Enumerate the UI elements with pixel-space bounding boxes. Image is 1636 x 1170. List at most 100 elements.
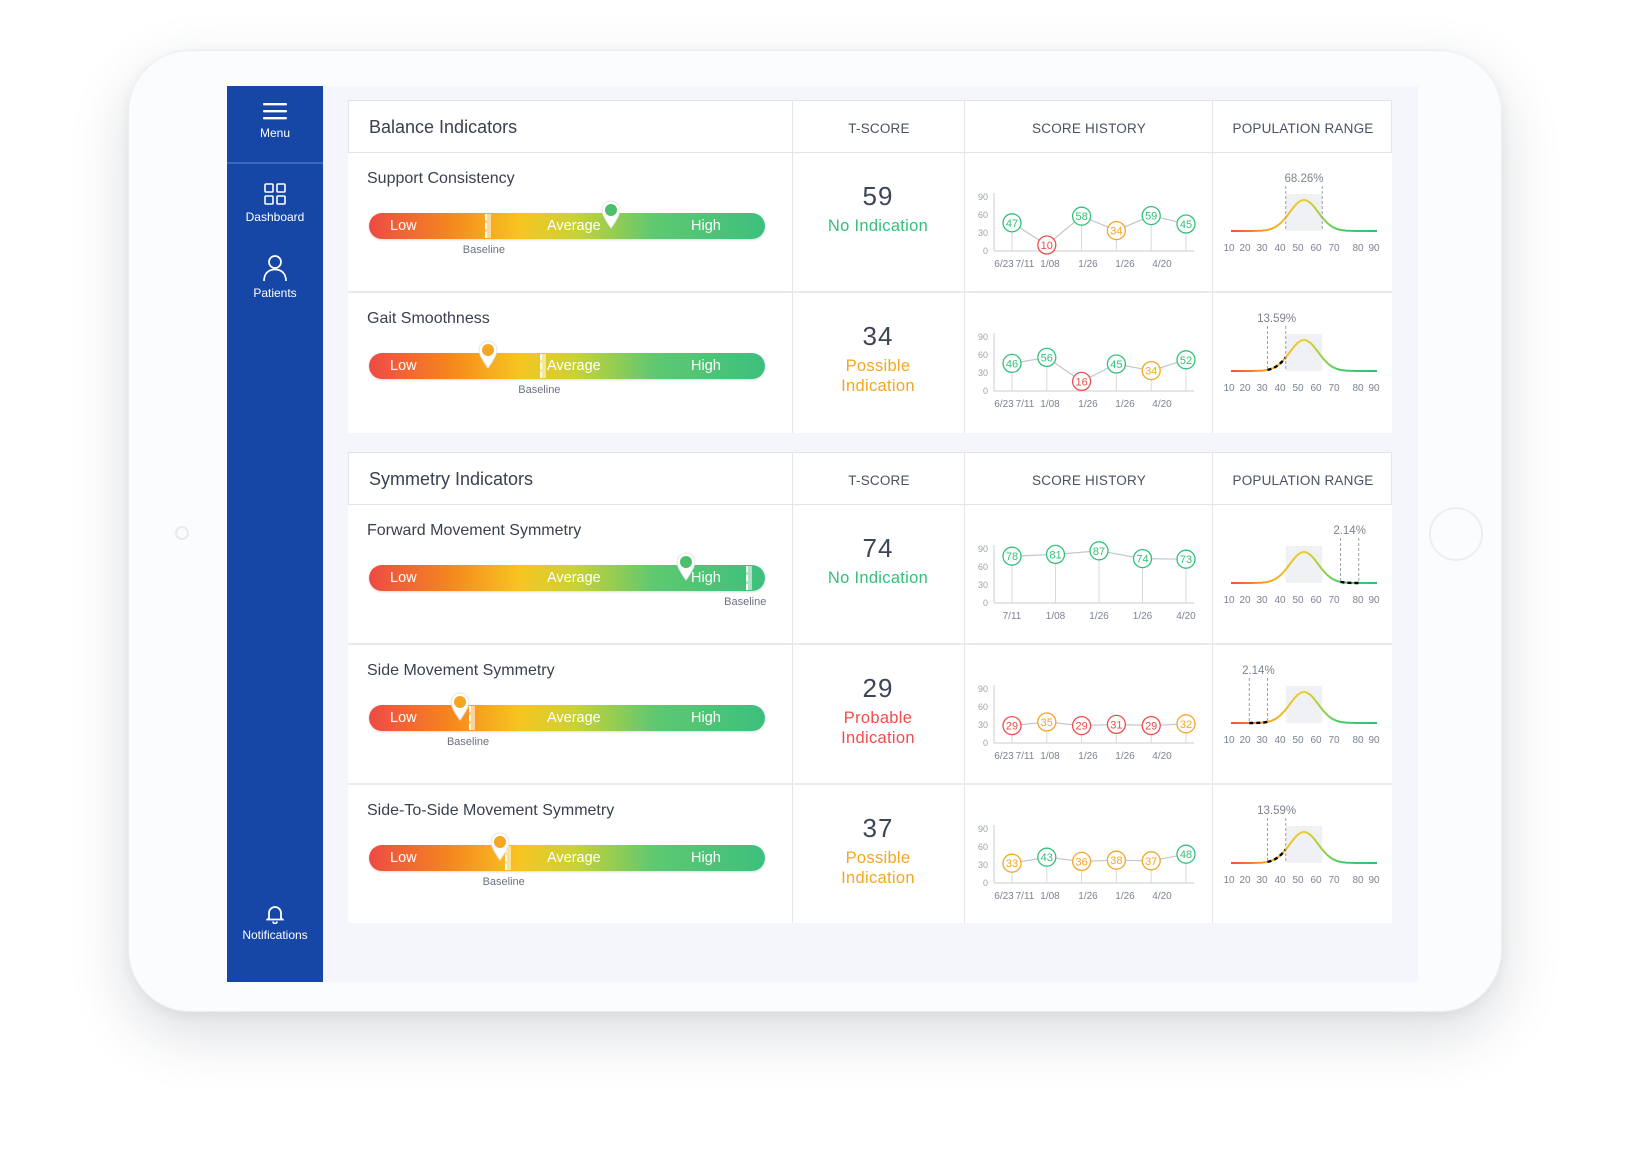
history-point[interactable] xyxy=(1141,715,1161,736)
population-highlight-segment xyxy=(1267,848,1287,864)
history-point[interactable] xyxy=(1002,213,1022,233)
panel-header: Balance Indicators T-SCORE SCORE HISTORY… xyxy=(348,100,1392,153)
population-curve xyxy=(1231,690,1377,724)
marker-pin-icon xyxy=(478,340,498,369)
history-point[interactable] xyxy=(1176,214,1196,234)
indication-status-line: Probable xyxy=(843,709,913,727)
history-x-tick-label: 7/11 xyxy=(1016,399,1035,410)
population-x-tick-label: 70 xyxy=(1328,875,1340,886)
patients-icon xyxy=(263,255,287,282)
indicator-row[interactable]: Forward Movement Symmetry Low Average High B… xyxy=(348,505,1392,645)
history-x-tick-label: 1/26 xyxy=(1133,611,1153,622)
indication-status-line: No Indication xyxy=(827,217,929,235)
history-point[interactable] xyxy=(1071,206,1092,226)
history-point[interactable] xyxy=(1002,715,1022,736)
history-point[interactable] xyxy=(1071,371,1092,392)
tscore-cell: 29 Probable Indication xyxy=(792,645,964,748)
panel-title: Symmetry Indicators xyxy=(369,469,534,489)
population-x-tick-label: 30 xyxy=(1256,735,1268,746)
population-x-tick-label: 70 xyxy=(1328,735,1340,746)
population-x-tick-label: 10 xyxy=(1223,383,1235,394)
population-range-chart: 2.14% 10 20 30 40 50 60 70 80 90 xyxy=(1223,525,1380,606)
history-point[interactable] xyxy=(1106,714,1127,735)
bar-label-low: Low xyxy=(390,218,417,234)
population-x-tick-label: 80 xyxy=(1352,243,1364,254)
history-x-tick-label: 7/11 xyxy=(1016,751,1035,762)
indicator-row[interactable]: Side-To-Side Movement Symmetry Low Average… xyxy=(348,785,1392,925)
history-point[interactable] xyxy=(1045,544,1066,565)
indicator-row[interactable]: Support Consistency Low Average High Baselin… xyxy=(348,153,1392,293)
history-point[interactable] xyxy=(1106,850,1127,870)
history-point[interactable] xyxy=(1176,844,1196,864)
population-x-tick-label: 20 xyxy=(1239,383,1251,394)
history-x-tick-label: 1/08 xyxy=(1040,751,1060,762)
history-point-label: 34 xyxy=(1110,226,1122,238)
indication-status-line: Possible xyxy=(845,849,911,867)
menu-button[interactable]: Menu xyxy=(227,100,323,140)
population-percent-label: 2.14% xyxy=(1242,665,1275,677)
marker-pin-icon xyxy=(450,692,470,721)
history-point-label: 73 xyxy=(1180,554,1192,566)
panel-title: Balance Indicators xyxy=(369,117,518,137)
history-x-tick-label: 1/26 xyxy=(1078,751,1098,762)
history-y-tick-label: 0 xyxy=(983,878,988,888)
population-percent-label: 13.59% xyxy=(1257,313,1296,325)
history-point[interactable] xyxy=(1002,546,1022,566)
population-x-tick-label: 70 xyxy=(1328,595,1340,606)
history-point-label: 52 xyxy=(1180,355,1192,367)
indicator-name: Gait Smoothness xyxy=(367,310,490,327)
history-point[interactable] xyxy=(1037,347,1057,368)
app-screen: Menu Dashboard Patients Notifications Ba… xyxy=(227,86,1418,982)
population-x-tick-label: 30 xyxy=(1256,595,1268,606)
population-x-tick-label: 20 xyxy=(1239,243,1251,254)
indicator-row[interactable]: Side Movement Symmetry Low Average High Base… xyxy=(348,645,1392,785)
sidebar-item-dashboard[interactable]: Dashboard xyxy=(227,182,323,224)
population-curve xyxy=(1231,198,1377,232)
population-range-chart: 68.26% 10 20 30 40 50 60 70 80 90 xyxy=(1223,173,1380,254)
sidebar-item-patients[interactable]: Patients xyxy=(227,254,323,300)
history-point[interactable] xyxy=(1141,205,1161,226)
history-point[interactable] xyxy=(1106,220,1127,241)
history-point-label: 16 xyxy=(1075,376,1087,388)
history-point[interactable] xyxy=(1071,715,1092,736)
history-point[interactable] xyxy=(1037,847,1057,867)
history-point[interactable] xyxy=(1002,853,1022,873)
history-point[interactable] xyxy=(1089,541,1109,561)
history-x-tick-label: 7/11 xyxy=(1016,891,1035,902)
baseline-label: Baseline xyxy=(518,384,561,396)
indicator-range-bar: Low Average High xyxy=(369,565,765,591)
indication-status-line: Indication xyxy=(841,729,915,747)
history-point[interactable] xyxy=(1037,712,1057,732)
hamburger-icon xyxy=(263,103,287,120)
population-highlight-segment xyxy=(1340,580,1359,585)
history-x-tick-label: 6/23 xyxy=(994,399,1014,410)
history-point-label: 81 xyxy=(1049,549,1061,561)
history-point[interactable] xyxy=(1071,851,1092,872)
history-point[interactable] xyxy=(1141,851,1161,871)
history-point[interactable] xyxy=(1176,714,1196,734)
history-point[interactable] xyxy=(1176,549,1196,569)
column-divider xyxy=(964,100,965,433)
population-x-tick-label: 10 xyxy=(1223,875,1235,886)
home-button[interactable] xyxy=(1429,507,1483,561)
indicator-row[interactable]: Gait Smoothness Low Average High Baseline 34 P… xyxy=(348,293,1392,433)
history-point[interactable] xyxy=(1002,353,1022,374)
history-y-tick-label: 60 xyxy=(978,210,988,220)
history-point[interactable] xyxy=(1106,354,1127,374)
history-point[interactable] xyxy=(1176,350,1196,370)
column-divider xyxy=(792,452,793,923)
history-point-label: 38 xyxy=(1110,855,1122,867)
population-curve xyxy=(1231,550,1377,584)
history-y-tick-label: 90 xyxy=(978,192,988,202)
history-point[interactable] xyxy=(1132,548,1153,569)
history-x-tick-label: 1/26 xyxy=(1078,259,1098,270)
score-marker xyxy=(477,339,499,374)
history-point[interactable] xyxy=(1141,360,1161,381)
notifications-button[interactable]: Notifications xyxy=(227,904,323,942)
population-x-tick-label: 80 xyxy=(1352,735,1364,746)
history-point-label: 36 xyxy=(1075,856,1087,868)
baseline-marker xyxy=(540,354,547,378)
history-point[interactable] xyxy=(1037,235,1057,255)
history-y-tick-label: 30 xyxy=(978,720,988,730)
bell-icon xyxy=(266,906,284,924)
